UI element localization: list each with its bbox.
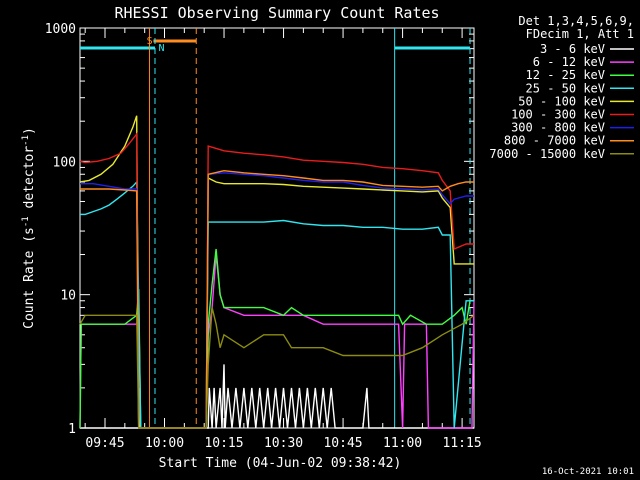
y-tick-label: 1	[68, 422, 76, 437]
y-tick-label: 1000	[45, 22, 76, 37]
x-tick-label: 10:45	[323, 436, 362, 451]
chart-title: RHESSI Observing Summary Count Rates	[114, 4, 439, 22]
legend-header-line2: FDecim 1, Att 1	[526, 27, 634, 41]
legend-label-25-50-kev: 25 - 50 keV	[526, 81, 605, 95]
y-tick-label: 100	[53, 155, 76, 170]
y-label-sup2: -1	[21, 135, 31, 146]
series-line-25-50-kev	[80, 180, 474, 429]
legend-label-7000-15000-kev: 7000 - 15000 keV	[489, 147, 605, 161]
series-line-100-300-kev	[79, 132, 474, 429]
y-label-end: )	[22, 127, 37, 135]
x-tick-label: 11:15	[443, 436, 482, 451]
y-label-sup1: -1	[21, 216, 31, 227]
legend-label-300-800-kev: 300 - 800 keV	[511, 121, 605, 135]
legend-label-800-7000-kev: 800 - 7000 keV	[504, 134, 605, 148]
y-label-main: Count Rate (s	[22, 227, 37, 329]
legend-label-12-25-kev: 12 - 25 keV	[526, 68, 605, 82]
series-line-3-6-kev	[80, 364, 474, 429]
x-axis-label: Start Time (04-Jun-02 09:38:42)	[159, 456, 402, 471]
saa-label: S	[147, 36, 153, 47]
x-tick-label: 09:45	[85, 436, 124, 451]
y-label-mid: detector	[22, 146, 37, 217]
legend-header-line1: Det 1,3,4,5,6,9,	[518, 14, 634, 28]
x-tick-label: 10:00	[145, 436, 184, 451]
plot-border	[79, 27, 475, 429]
series-line-7000-15000-kev	[79, 307, 475, 429]
x-tick-label: 10:15	[204, 436, 243, 451]
night-label: N	[159, 43, 165, 54]
legend: Det 1,3,4,5,6,9, FDecim 1, Att 1 3 - 6 k…	[489, 14, 634, 161]
y-axis-label: Count Rate (s-1 detector-1)	[21, 127, 37, 329]
timestamp: 16-Oct-2021 10:01	[542, 467, 634, 477]
plot-frame	[79, 27, 475, 429]
legend-label-50-100-kev: 50 - 100 keV	[518, 94, 605, 108]
x-axis: 09:45 10:00 10:15 10:30 10:45 11:00 11:15	[84, 28, 482, 451]
x-tick-label: 11:00	[383, 436, 422, 451]
legend-label-3-6-kev: 3 - 6 keV	[540, 42, 605, 56]
series-lines	[79, 115, 475, 429]
legend-label-100-300-kev: 100 - 300 keV	[511, 108, 605, 122]
series-line-300-800-kev	[80, 172, 474, 429]
x-tick-label: 10:30	[264, 436, 303, 451]
series-line-50-100-kev	[79, 115, 474, 429]
legend-label-6-12-kev: 6 - 12 keV	[533, 55, 605, 69]
series-line-800-7000-kev	[80, 169, 474, 429]
y-tick-label: 10	[60, 289, 76, 304]
